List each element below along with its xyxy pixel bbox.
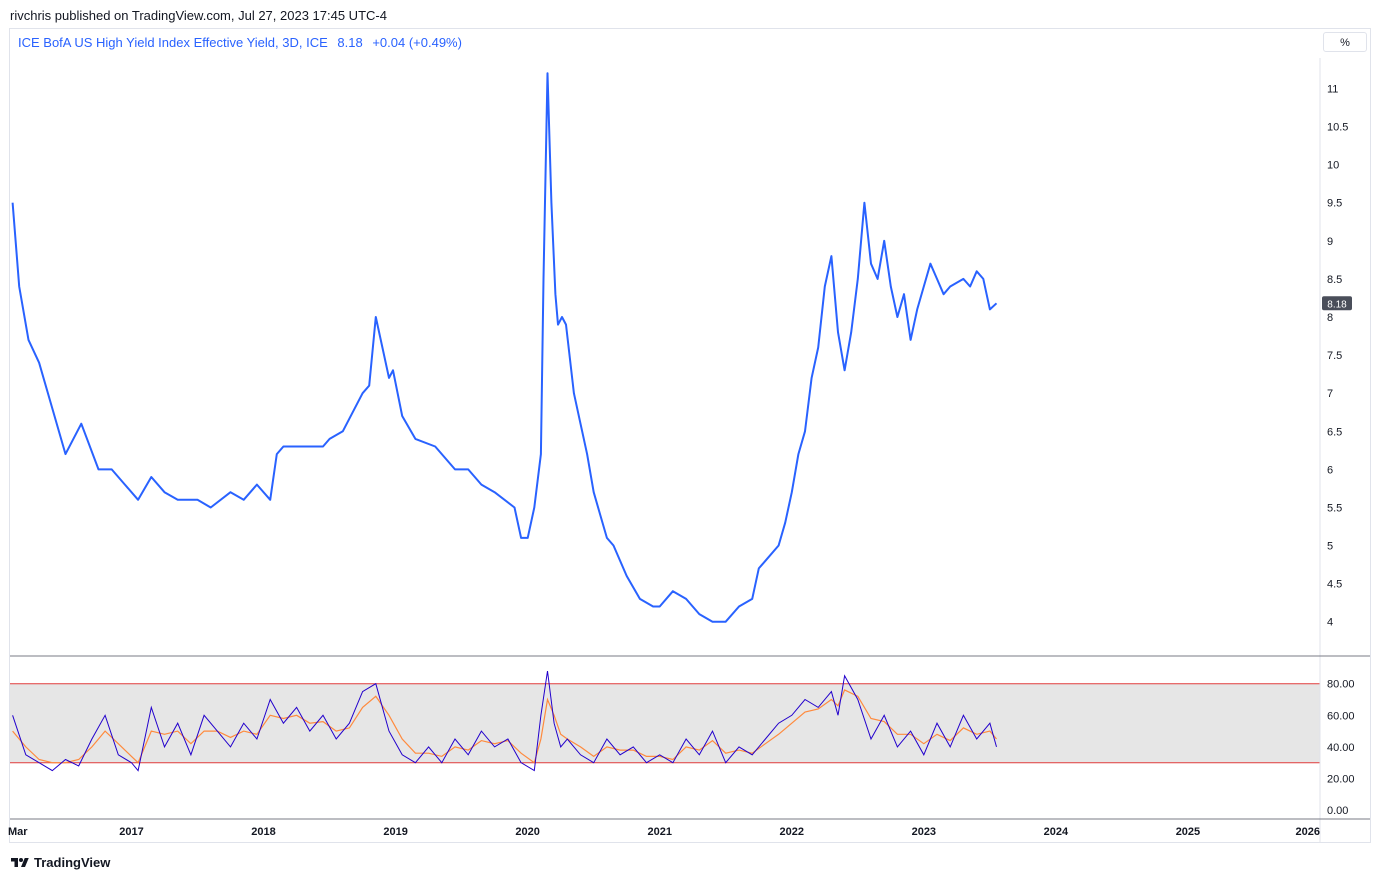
time-tick-label: 2017	[119, 826, 143, 838]
main-price-pane: 11 10.5 10 9.5 9 8.5 8 7.5 7 6.5 6 5.5 5 4.5 4 8.18	[11, 72, 1352, 629]
time-tick-label: 2021	[647, 826, 671, 838]
time-axis[interactable]: Mar 2017 2018 2019 2020 2021 2022 2023 2024 2025 2…	[8, 826, 1320, 838]
chart-legend: ICE BofA US High Yield Index Effective Y…	[18, 35, 464, 50]
rsi-pane: 80.00 60.00 40.00 20.00 0.00	[10, 671, 1355, 817]
legend-symbol[interactable]: ICE BofA US High Yield Index Effective Y…	[18, 35, 328, 50]
price-tick-label: 11	[1327, 83, 1338, 95]
price-tick-label: 8	[1327, 312, 1333, 324]
publisher-line: rivchris published on TradingView.com, J…	[10, 8, 387, 23]
price-tick-label: 7	[1327, 388, 1333, 400]
rsi-tick-label: 0.00	[1327, 805, 1348, 817]
yield-series-line[interactable]	[11, 72, 998, 623]
rsi-tick-label: 60.00	[1327, 710, 1355, 722]
price-tick-label: 6	[1327, 464, 1333, 476]
time-tick-label: 2019	[383, 826, 407, 838]
price-tick-label: 5	[1327, 541, 1333, 553]
rsi-ma-line[interactable]	[12, 689, 997, 764]
last-value-label: 8.18	[1327, 299, 1347, 310]
time-tick-label: 2018	[251, 826, 275, 838]
time-tick-label: Mar	[8, 826, 28, 838]
rsi-tick-label: 40.00	[1327, 742, 1355, 754]
legend-change: +0.04 (+0.49%)	[372, 35, 462, 50]
price-tick-label: 9	[1327, 236, 1333, 248]
rsi-line[interactable]	[12, 671, 997, 772]
price-tick-label: 9.5	[1327, 198, 1342, 210]
price-tick-label: 8.5	[1327, 274, 1342, 286]
tradingview-logo-icon	[11, 857, 29, 867]
price-tick-label: 4	[1327, 617, 1333, 629]
last-value-badge	[1322, 296, 1352, 311]
tradingview-logo[interactable]: TradingView	[10, 855, 110, 870]
rsi-tick-label: 20.00	[1327, 774, 1355, 786]
price-tick-label: 6.5	[1327, 426, 1342, 438]
percent-scale-button[interactable]: %	[1323, 32, 1367, 52]
price-tick-label: 7.5	[1327, 350, 1342, 362]
price-tick-label: 10.5	[1327, 122, 1348, 134]
price-tick-label: 10	[1327, 160, 1339, 172]
time-tick-label: 2020	[515, 826, 539, 838]
time-tick-label: 2023	[912, 826, 936, 838]
rsi-band-background	[10, 683, 1320, 763]
rsi-tick-label: 80.00	[1327, 679, 1355, 691]
time-tick-label: 2025	[1176, 826, 1200, 838]
price-tick-label: 4.5	[1327, 579, 1342, 591]
time-tick-label: 2022	[780, 826, 804, 838]
price-tick-label: 5.5	[1327, 502, 1342, 514]
chart-frame	[9, 28, 1371, 843]
legend-last-value: 8.18	[337, 35, 363, 50]
time-tick-label: 2024	[1044, 826, 1069, 838]
time-tick-label: 2026	[1296, 826, 1320, 838]
footer-brand-label: TradingView	[34, 855, 111, 870]
